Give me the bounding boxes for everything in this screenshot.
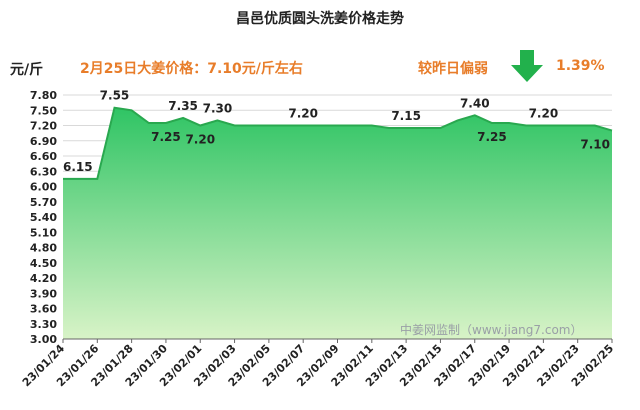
x-axis: 23/01/2423/01/2623/01/2823/01/3023/02/01…: [20, 339, 616, 389]
y-tick-label: 5.40: [30, 211, 57, 224]
data-label: 7.20: [529, 107, 559, 121]
y-tick-label: 4.80: [30, 242, 57, 255]
area-layer: [63, 106, 613, 339]
watermark: 中姜网监制（www.jiang7.com）: [400, 323, 583, 337]
y-axis: 7.80 7.50 7.20 6.90 6.60 6.30 6.00 5.70 5.40 5.10…: [30, 89, 612, 346]
data-label: 7.10: [580, 138, 610, 152]
y-tick-label: 7.50: [30, 104, 57, 117]
y-tick-label: 3.00: [30, 333, 57, 346]
series-area: [63, 107, 612, 339]
data-label: 7.40: [460, 96, 490, 110]
y-tick-label: 3.60: [30, 303, 57, 316]
y-tick-label: 7.80: [30, 89, 57, 102]
y-tick-label: 3.90: [30, 287, 57, 300]
data-label: 7.55: [100, 89, 130, 103]
data-label: 6.15: [63, 160, 93, 174]
price-note: 2月25日大姜价格：7.10元/斤左右: [80, 61, 303, 77]
series-line: [63, 106, 613, 180]
change-value: 1.39%: [556, 58, 605, 74]
y-tick-label: 3.30: [30, 318, 57, 331]
y-tick-label: 5.70: [30, 196, 57, 209]
y-tick-label: 6.90: [30, 135, 57, 148]
y-tick-label: 4.20: [30, 272, 57, 285]
y-tick-label: 7.20: [30, 120, 57, 133]
data-label: 7.35: [168, 99, 198, 113]
data-label: 7.20: [185, 133, 215, 147]
data-label: 7.25: [477, 130, 507, 144]
change-label: 较昨日偏弱: [418, 61, 488, 77]
y-tick-label: 6.00: [30, 181, 57, 194]
down-arrow-icon: [511, 50, 543, 82]
y-tick-label: 6.30: [30, 165, 57, 178]
data-label: 7.15: [391, 109, 421, 123]
unit-label: 元/斤: [10, 62, 44, 78]
data-label: 7.20: [288, 107, 318, 121]
data-label: 7.25: [151, 130, 181, 144]
data-label: 7.30: [203, 101, 233, 115]
y-tick-label: 5.10: [30, 226, 57, 239]
y-tick-label: 4.50: [30, 257, 57, 270]
y-tick-label: 6.60: [30, 150, 57, 163]
data-labels: 6.15 7.55 7.25 7.35 7.20 7.30 7.20 7.15 7.40 7.25…: [63, 89, 610, 174]
chart-title: 昌邑优质圆头洗姜价格走势: [236, 11, 404, 27]
